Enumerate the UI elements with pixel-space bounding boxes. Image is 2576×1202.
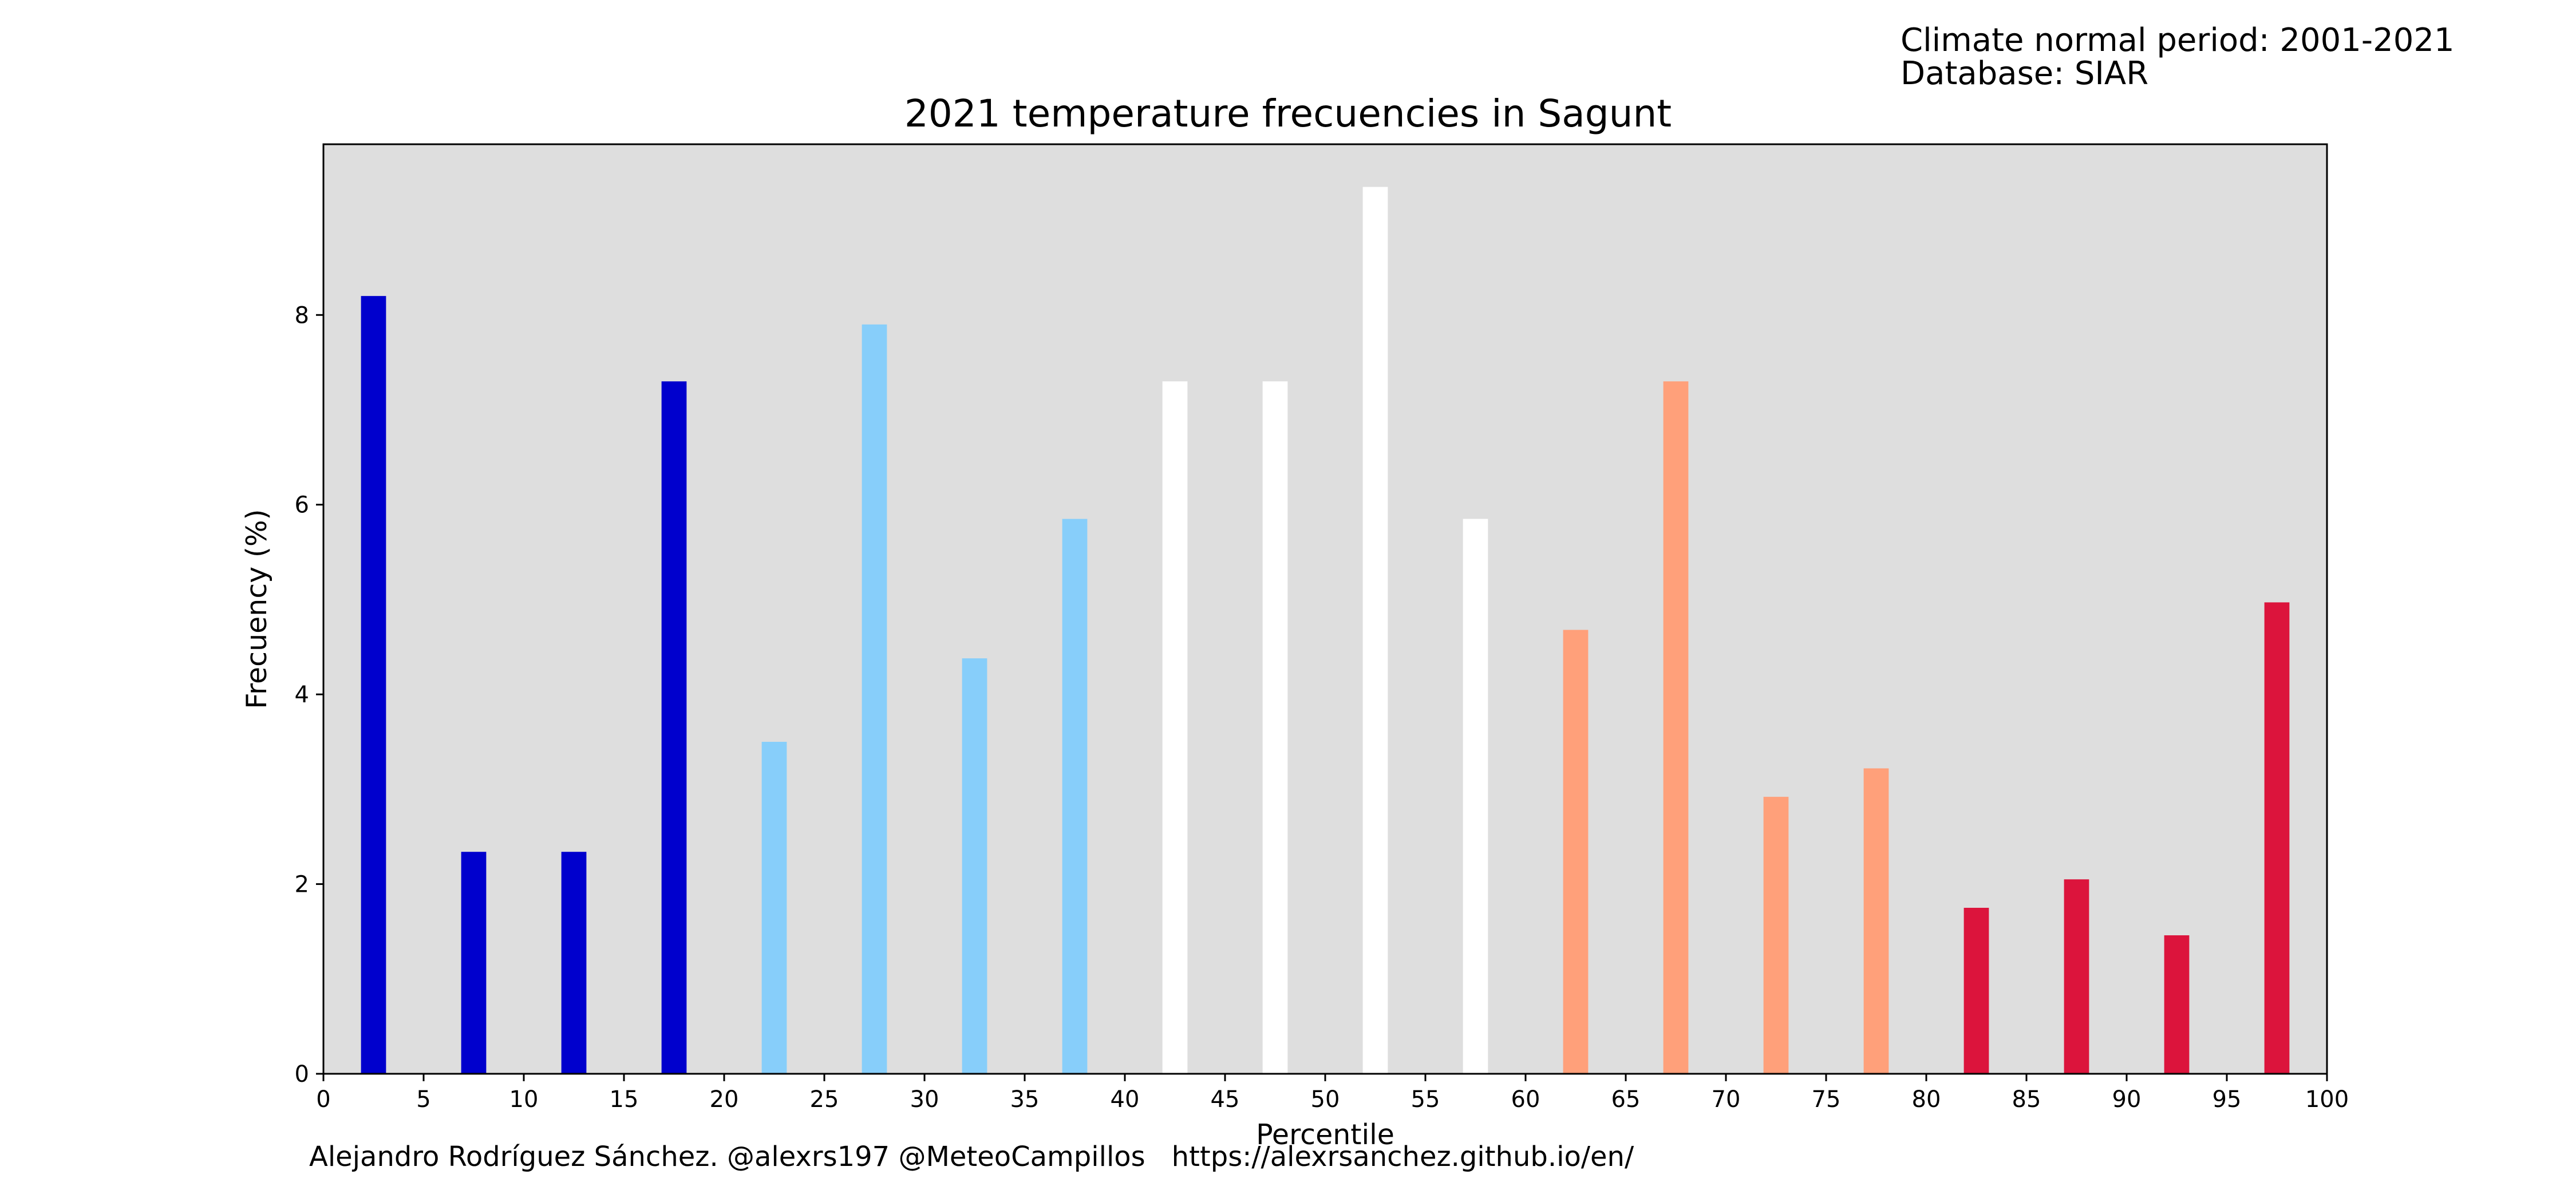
x-tick-label: 50 bbox=[1311, 1086, 1340, 1113]
bar-percentile-7.5 bbox=[461, 852, 487, 1074]
author-credit: Alejandro Rodríguez Sánchez. @alexrs197 … bbox=[309, 1141, 1145, 1173]
x-tick-label: 95 bbox=[2212, 1086, 2242, 1113]
bars-group bbox=[361, 187, 2290, 1074]
bar-percentile-82.5 bbox=[1963, 908, 1989, 1074]
x-tick-label: 75 bbox=[1812, 1086, 1841, 1113]
bar-percentile-2.5 bbox=[361, 296, 386, 1074]
x-tick-label: 80 bbox=[1912, 1086, 1941, 1113]
bar-percentile-52.5 bbox=[1362, 187, 1388, 1074]
x-tick-label: 25 bbox=[810, 1086, 839, 1113]
bar-percentile-77.5 bbox=[1863, 768, 1889, 1074]
x-tick-label: 20 bbox=[710, 1086, 739, 1113]
climate-normal-period: Climate normal period: 2001-2021 bbox=[1901, 22, 2455, 59]
x-tick-label: 45 bbox=[1211, 1086, 1240, 1113]
x-axis-label: Percentile bbox=[1256, 1118, 1394, 1151]
x-tick-label: 5 bbox=[416, 1086, 430, 1113]
bar-percentile-42.5 bbox=[1162, 381, 1188, 1074]
footer-credits: Alejandro Rodríguez Sánchez. @alexrs197 … bbox=[309, 1141, 1634, 1173]
x-tick-label: 70 bbox=[1712, 1086, 1741, 1113]
x-tick-label: 90 bbox=[2112, 1086, 2142, 1113]
x-tick-label: 85 bbox=[2012, 1086, 2041, 1113]
bar-percentile-22.5 bbox=[761, 742, 787, 1074]
x-tick-label: 35 bbox=[1010, 1086, 1040, 1113]
x-axis: 0 5 10 15 20 25 30 35 40 45 50 55 60 65 70 75 80 85 90 95 10… bbox=[316, 1074, 2349, 1113]
bar-percentile-92.5 bbox=[2164, 935, 2190, 1074]
bar-percentile-97.5 bbox=[2264, 602, 2290, 1074]
bar-percentile-87.5 bbox=[2064, 879, 2089, 1074]
chart-title: 2021 temperature frecuencies in Sagunt bbox=[904, 92, 1672, 136]
y-tick-label: 6 bbox=[295, 492, 309, 519]
plot-area bbox=[323, 144, 2327, 1074]
x-tick-label: 30 bbox=[910, 1086, 939, 1113]
y-tick-label: 8 bbox=[295, 302, 309, 329]
bar-percentile-67.5 bbox=[1663, 381, 1689, 1074]
bar-percentile-72.5 bbox=[1763, 797, 1789, 1074]
x-tick-label: 60 bbox=[1511, 1086, 1540, 1113]
y-tick-label: 2 bbox=[295, 872, 309, 898]
chart-metadata: Climate normal period: 2001-2021 Databas… bbox=[1901, 24, 2455, 90]
bar-percentile-37.5 bbox=[1062, 519, 1088, 1074]
y-tick-label: 4 bbox=[295, 682, 309, 708]
y-tick-label: 0 bbox=[295, 1061, 309, 1088]
x-tick-label: 40 bbox=[1111, 1086, 1140, 1113]
y-axis: 0 2 4 6 8 bbox=[295, 302, 323, 1088]
x-tick-label: 0 bbox=[316, 1086, 330, 1113]
bar-percentile-17.5 bbox=[661, 381, 687, 1074]
bar-percentile-47.5 bbox=[1262, 381, 1288, 1074]
bar-percentile-62.5 bbox=[1563, 630, 1589, 1074]
bar-percentile-12.5 bbox=[561, 852, 587, 1074]
x-tick-label: 10 bbox=[509, 1086, 539, 1113]
x-tick-label: 15 bbox=[610, 1086, 639, 1113]
x-tick-label: 100 bbox=[2305, 1086, 2349, 1113]
bar-percentile-27.5 bbox=[862, 324, 887, 1074]
bar-percentile-32.5 bbox=[962, 658, 987, 1074]
database-label: Database: SIAR bbox=[1901, 55, 2149, 92]
x-tick-label: 65 bbox=[1611, 1086, 1641, 1113]
y-axis-label: Frecuency (%) bbox=[240, 509, 273, 709]
bar-percentile-57.5 bbox=[1463, 519, 1488, 1074]
x-tick-label: 55 bbox=[1411, 1086, 1440, 1113]
author-website-link[interactable]: https://alexrsanchez.github.io/en/ bbox=[1171, 1141, 1634, 1173]
